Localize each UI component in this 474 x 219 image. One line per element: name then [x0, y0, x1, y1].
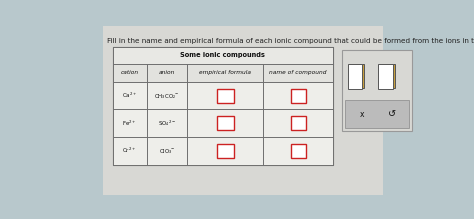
Bar [217, 116, 234, 130]
Text: ClO₃$^{-}$: ClO₃$^{-}$ [159, 147, 175, 155]
Text: name of compound: name of compound [269, 70, 327, 75]
Text: SO₄$^{2-}$: SO₄$^{2-}$ [158, 119, 176, 128]
Bar [187, 110, 264, 137]
Bar [264, 137, 333, 164]
Text: Fe$^{2+}$: Fe$^{2+}$ [122, 119, 137, 128]
Bar [378, 64, 393, 89]
Text: Ca$^{2+}$: Ca$^{2+}$ [122, 91, 137, 100]
Bar [146, 110, 187, 137]
Text: CH₃CO₂$^{-}$: CH₃CO₂$^{-}$ [155, 92, 180, 100]
Bar [112, 46, 333, 64]
Text: anion: anion [159, 70, 175, 75]
Bar [345, 100, 409, 128]
Text: ↺: ↺ [388, 109, 396, 119]
Bar [112, 82, 146, 110]
Bar [380, 64, 394, 88]
Bar [187, 64, 264, 82]
Bar [112, 137, 146, 164]
Bar [264, 110, 333, 137]
Bar [217, 144, 234, 158]
Bar [264, 82, 333, 110]
Bar [146, 82, 187, 110]
Bar [187, 82, 264, 110]
Text: Cr$^{2+}$: Cr$^{2+}$ [122, 146, 137, 155]
Text: x: x [359, 110, 364, 119]
Text: cation: cation [120, 70, 139, 75]
Text: Fill in the name and empirical formula of each ionic compound that could be form: Fill in the name and empirical formula o… [107, 38, 474, 44]
Text: Some ionic compounds: Some ionic compounds [180, 52, 265, 58]
Bar [291, 144, 306, 158]
Bar [187, 137, 264, 164]
Bar [112, 46, 333, 164]
Bar [103, 26, 383, 195]
Bar [112, 110, 146, 137]
Text: empirical formula: empirical formula [200, 70, 252, 75]
Bar [349, 64, 364, 88]
Bar [291, 88, 306, 103]
Bar [146, 137, 187, 164]
Bar [217, 88, 234, 103]
Bar [264, 64, 333, 82]
Bar [146, 64, 187, 82]
Bar [342, 50, 412, 131]
Bar [291, 116, 306, 130]
Bar [112, 64, 146, 82]
Bar [348, 64, 362, 89]
